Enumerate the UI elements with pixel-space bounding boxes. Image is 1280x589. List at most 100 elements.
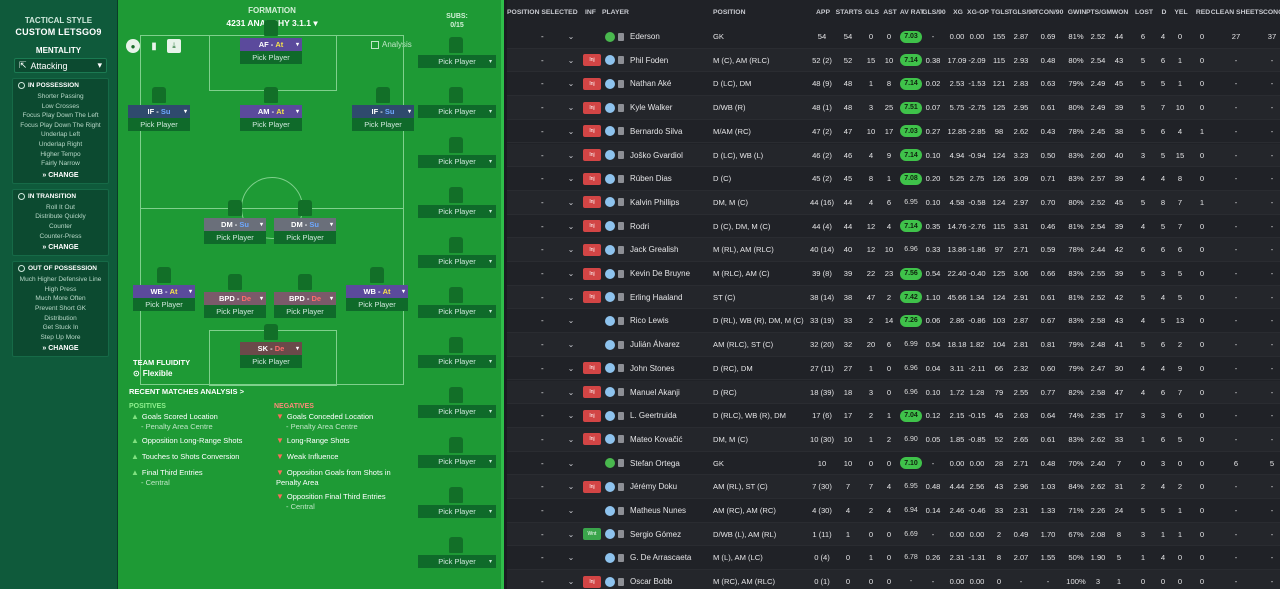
chevron-down-icon[interactable]: ⌄ [567,553,575,563]
status-badge[interactable]: Inj [583,267,601,280]
column-header[interactable]: CLEAN SHEETS [1210,9,1264,16]
chevron-down-icon[interactable]: ⌄ [567,197,575,207]
player-name[interactable]: Nathan Aké [630,79,672,89]
column-header[interactable]: AV RAT [899,9,925,16]
column-header[interactable]: PTS/GM [1085,9,1113,16]
pick-player-button[interactable]: Pick Player [240,355,302,368]
chevron-down-icon[interactable]: ⌄ [567,221,575,231]
status-badge[interactable]: Inj [583,433,601,446]
pick-player-button[interactable]: Pick Player ▾ [418,105,496,118]
player-name[interactable]: Joško Gvardiol [630,150,683,160]
role-slot[interactable]: DM - Su ▾ Pick Player [204,218,266,244]
pick-player-button[interactable]: Pick Player [204,305,266,318]
player-name[interactable]: Jack Grealish [630,245,679,255]
analysis-toggle[interactable]: Analysis [371,40,412,49]
role-slot[interactable]: DM - Su ▾ Pick Player [274,218,336,244]
status-badge[interactable]: Inj [583,101,601,114]
chevron-down-icon[interactable]: ⌄ [567,269,575,278]
role-duty-dropdown[interactable]: IF - Su ▾ [352,105,414,118]
player-name[interactable]: Phil Foden [630,55,669,65]
player-name[interactable]: G. De Arrascaeta [630,553,692,563]
pick-player-button[interactable]: Pick Player [240,118,302,131]
chevron-down-icon[interactable]: ⌄ [567,577,575,587]
table-row[interactable]: - ⌄ Inj Jérémy Doku AM (RL), ST (C) 7 (30) 7 7 4… [507,475,1280,499]
mentality-dropdown[interactable]: ⇱ Attacking ▾ [14,58,107,73]
role-slot[interactable]: BPD - De ▾ Pick Player [274,292,336,318]
column-header[interactable]: GLS [865,9,879,16]
player-name[interactable]: John Stones [630,363,675,373]
chevron-down-icon[interactable]: ⌄ [567,316,575,326]
player-name[interactable]: Sergio Gómez [630,529,682,539]
column-header[interactable]: GWIN [1067,9,1087,16]
status-badge[interactable]: Inj [583,125,601,138]
status-badge[interactable]: Inj [583,362,601,375]
chevron-down-icon[interactable]: ⌄ [567,103,575,113]
table-row[interactable]: - ⌄ Inj Rodri D (C), DM, M (C) 44 (4) 44 12 4 7.1… [507,215,1280,239]
pick-player-button[interactable]: Pick Player [128,118,190,131]
table-row[interactable]: - ⌄ Matheus Nunes AM (RC), AM (RC) 4 (30) 4 2 4… [507,499,1280,523]
player-name[interactable]: L. Geertruida [630,411,677,421]
role-duty-dropdown[interactable]: BPD - De ▾ [204,292,266,305]
status-badge[interactable]: Inj [583,149,601,161]
column-header[interactable]: AST [883,9,897,16]
table-row[interactable]: - ⌄ Inj Nathan Aké D (LC), DM 48 (9) 48 1 8 7.14 0… [507,72,1280,97]
table-row[interactable]: - ⌄ Inj Phil Foden M (C), AM (RLC) 52 (2) 52 15… [507,48,1280,73]
column-header[interactable]: RED [1195,9,1211,16]
player-name[interactable]: Bernardo Silva [630,126,683,136]
column-header[interactable]: GLS/90 [922,9,946,16]
column-header[interactable]: PLAYER [602,9,629,16]
column-header[interactable]: POSITION SELECTED [507,9,578,16]
role-slot[interactable]: WB - At ▾ Pick Player [133,285,195,311]
change-button[interactable]: » CHANGE [15,172,106,179]
pick-player-button[interactable]: Pick Player [274,305,336,318]
chevron-down-icon[interactable]: ⌄ [567,458,575,468]
table-row[interactable]: - ⌄ Inj Bernardo Silva M/AM (RC) 47 (2) 47 10 17… [507,120,1280,144]
column-header[interactable]: XG-OP [967,9,989,16]
player-name[interactable]: Matheus Nunes [630,506,687,515]
pick-player-button[interactable]: Pick Player [274,231,336,244]
table-row[interactable]: - ⌄ Inj L. Geertruida D (RLC), WB (R), DM 17 … [507,404,1280,428]
role-duty-dropdown[interactable]: DM - Su ▾ [204,218,266,231]
player-name[interactable]: Stefan Ortega [630,458,680,468]
table-row[interactable]: - ⌄ Inj Jack Grealish M (RL), AM (RLC) 40 (14… [507,238,1280,262]
pick-player-button[interactable]: Pick Player ▾ [418,555,496,568]
chevron-down-icon[interactable]: ⌄ [567,79,575,89]
pick-player-button[interactable]: Pick Player ▾ [418,355,496,368]
pick-player-button[interactable]: Pick Player ▾ [418,455,496,468]
table-row[interactable]: - ⌄ G. De Arrascaeta M (L), AM (LC) 0 (4) 0 1 0… [507,546,1280,571]
player-name[interactable]: Jérémy Doku [630,482,678,492]
column-header[interactable]: D [1161,9,1167,16]
pick-player-button[interactable]: Pick Player [352,118,414,131]
player-icon[interactable]: ● [126,39,140,53]
column-header[interactable]: APP [816,9,830,16]
column-header[interactable]: TCON/90 [1034,9,1064,16]
chevron-down-icon[interactable]: ⌄ [567,363,575,373]
player-name[interactable]: Rodri [630,221,650,231]
column-header[interactable]: YEL [1174,9,1188,16]
role-slot[interactable]: BPD - De ▾ Pick Player [204,292,266,318]
status-badge[interactable]: Wnt [583,528,601,541]
column-header[interactable]: LOST [1134,9,1154,16]
column-header[interactable]: STARTS [835,9,863,16]
table-row[interactable]: - ⌄ Inj Kalvin Phillips DM, M (C) 44 (16) 44 4 6… [507,190,1280,215]
status-badge[interactable]: Inj [583,77,601,90]
chevron-down-icon[interactable]: ⌄ [567,529,575,539]
column-header[interactable]: POSITION [713,9,746,16]
table-row[interactable]: - ⌄ Inj Joško Gvardiol D (LC), WB (L) 46 (2) 4… [507,143,1280,168]
status-badge[interactable]: Inj [583,480,601,493]
table-row[interactable]: - ⌄ Inj Mateo Kovačić DM, M (C) 10 (30) 10 1 2 6.… [507,427,1280,452]
player-name[interactable]: Kevin De Bruyne [630,269,691,278]
player-name[interactable]: Manuel Akanji [630,387,680,397]
player-name[interactable]: Rico Lewis [630,316,669,326]
chevron-down-icon[interactable]: ⌄ [567,482,575,492]
role-slot[interactable]: IF - Su ▾ Pick Player [352,105,414,131]
chevron-down-icon[interactable]: ⌄ [567,174,575,184]
download-icon[interactable]: ⤓ [167,39,181,53]
role-slot[interactable]: AM - At ▾ Pick Player [240,105,302,131]
column-header[interactable]: WON [1111,9,1129,16]
player-name[interactable]: Julián Álvarez [630,340,680,350]
status-badge[interactable]: Inj [583,172,601,185]
role-duty-dropdown[interactable]: DM - Su ▾ [274,218,336,231]
chevron-down-icon[interactable]: ⌄ [567,55,575,65]
status-badge[interactable]: Inj [583,243,601,256]
